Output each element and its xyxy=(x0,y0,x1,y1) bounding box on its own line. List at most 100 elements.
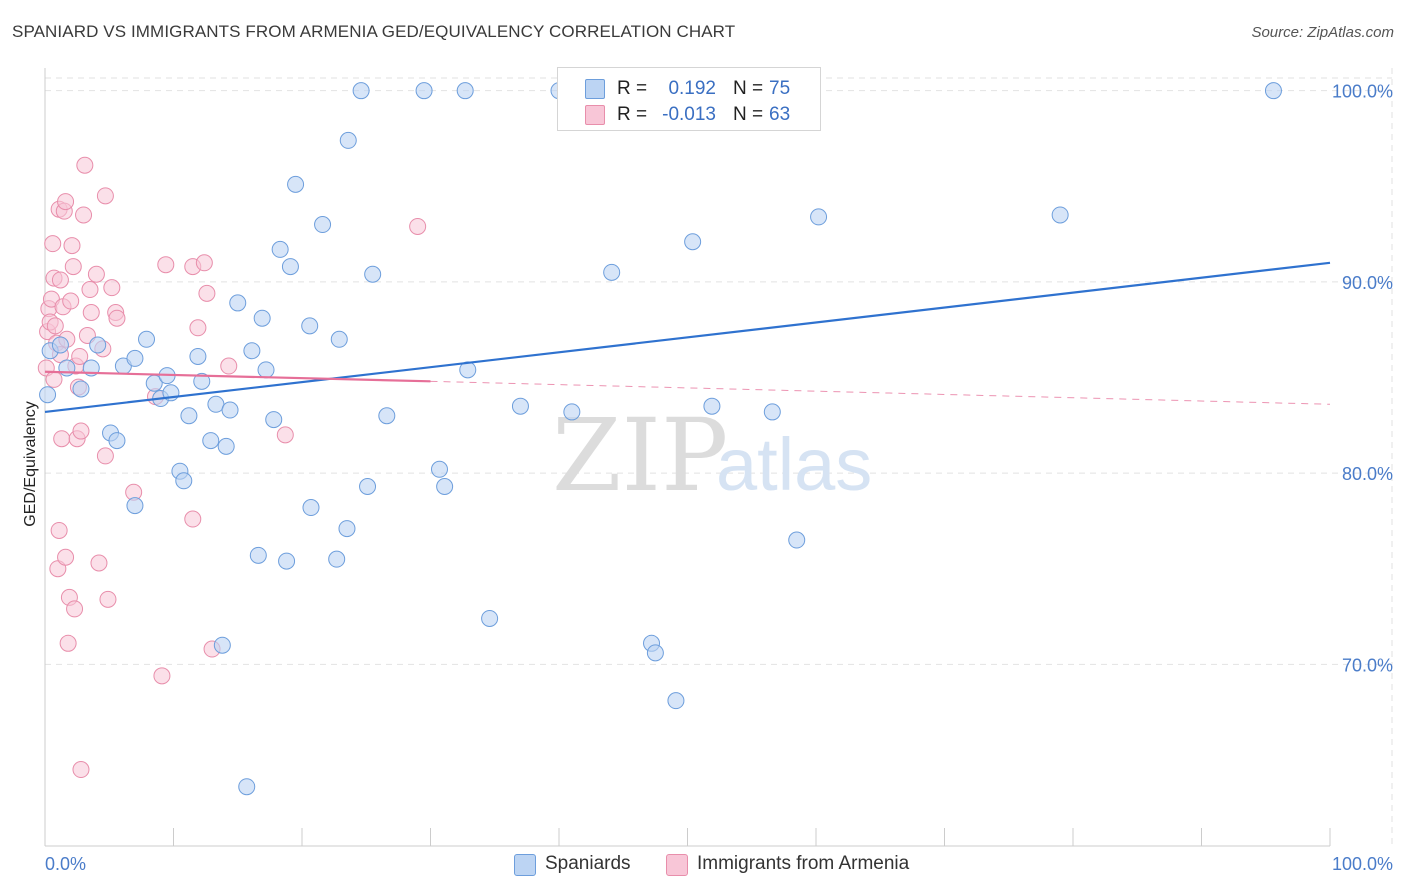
spaniard-point xyxy=(364,265,382,283)
spaniard-point xyxy=(39,386,57,404)
spaniard-point xyxy=(271,240,289,258)
legend-swatch-spaniards xyxy=(585,79,605,99)
spaniard-point xyxy=(180,407,198,425)
y-tick-label: 90.0% xyxy=(1342,273,1393,293)
legend-r-value: -0.013 xyxy=(662,104,716,125)
armenia-point xyxy=(82,303,100,321)
tick-labels: 70.0% 80.0% 90.0% 100.0% 0.0% 100.0% xyxy=(45,82,1393,874)
spaniard-point xyxy=(703,397,721,415)
y-tick-label: 100.0% xyxy=(1332,82,1393,102)
spaniard-point xyxy=(436,478,454,496)
armenia-point xyxy=(46,317,64,335)
armenia-point xyxy=(96,447,114,465)
armenia-point xyxy=(81,281,99,299)
spaniard-point xyxy=(278,552,296,570)
spaniard-point xyxy=(287,175,305,193)
spaniard-point xyxy=(249,546,267,564)
spaniard-point xyxy=(221,401,239,419)
spaniard-point xyxy=(511,397,529,415)
spaniard-point xyxy=(193,372,211,390)
spaniard-point xyxy=(352,82,370,100)
watermark-zip: ZIP xyxy=(552,397,728,514)
armenia-point xyxy=(57,548,75,566)
spaniard-point xyxy=(328,550,346,568)
spaniard-point xyxy=(359,478,377,496)
bottom-legend-swatch-armenia xyxy=(666,854,688,876)
armenia-point xyxy=(62,292,80,310)
spaniard-point xyxy=(415,82,433,100)
legend-r-value: 0.192 xyxy=(668,78,716,99)
spaniard-point xyxy=(253,309,271,327)
bottom-legend: Spaniards Immigrants from Armenia xyxy=(0,852,1406,878)
spaniard-point xyxy=(667,692,685,710)
spaniard-point xyxy=(229,294,247,312)
armenia-point xyxy=(51,271,69,289)
spaniard-point xyxy=(1264,82,1282,100)
armenia-point xyxy=(76,156,94,174)
armenia-point xyxy=(75,206,93,224)
armenia-point xyxy=(53,430,71,448)
y-tick-label: 80.0% xyxy=(1342,464,1393,484)
spaniard-point xyxy=(238,778,256,796)
spaniard-point xyxy=(189,347,207,365)
spaniard-point xyxy=(481,609,499,627)
armenia-point xyxy=(409,217,427,235)
watermark: ZIP atlas xyxy=(552,397,872,514)
legend-box: R = 0.192 N = 75 R = -0.013 N = 63 xyxy=(557,67,821,131)
spaniard-point xyxy=(126,497,144,515)
armenia-point xyxy=(276,426,294,444)
spaniard-point xyxy=(330,330,348,348)
spaniard-point xyxy=(646,644,664,662)
spaniard-point xyxy=(763,403,781,421)
spaniard-point xyxy=(603,263,621,281)
bottom-legend-label-spaniards: Spaniards xyxy=(545,853,631,874)
armenia-point xyxy=(57,193,75,211)
spaniard-point xyxy=(175,472,193,490)
spaniard-point xyxy=(563,403,581,421)
legend-n-label: N = xyxy=(733,78,764,99)
armenia-point xyxy=(45,370,63,388)
legend-row-armenia: R = -0.013 N = 63 xyxy=(558,102,820,128)
axes xyxy=(44,68,1331,847)
spaniard-point xyxy=(217,437,235,455)
x-tick-label: 100.0% xyxy=(1332,854,1393,874)
armenia-point xyxy=(153,667,171,685)
armenia-point xyxy=(195,254,213,272)
armenia-point xyxy=(72,422,90,440)
armenia-point xyxy=(64,258,82,276)
armenia-point xyxy=(90,554,108,572)
source-credit: Source: ZipAtlas.com xyxy=(1251,24,1394,41)
spaniard-point xyxy=(126,349,144,367)
armenia-point xyxy=(108,309,126,327)
spaniard-point xyxy=(788,531,806,549)
watermark-atlas: atlas xyxy=(716,423,872,506)
spaniard-point xyxy=(281,258,299,276)
spaniard-point xyxy=(89,336,107,354)
armenia-point xyxy=(99,590,117,608)
spaniard-point xyxy=(108,432,126,450)
armenia-points xyxy=(37,156,427,779)
armenia-point xyxy=(59,634,77,652)
armenia-point xyxy=(189,319,207,337)
y-axis-label: GED/Equivalency xyxy=(22,401,39,526)
armenia-trend-line xyxy=(44,370,431,383)
armenia-point xyxy=(220,357,238,375)
spaniard-point xyxy=(339,131,357,149)
spaniard-point xyxy=(243,342,261,360)
spaniard-point xyxy=(213,636,231,654)
armenia-point xyxy=(71,347,89,365)
spaniard-point xyxy=(51,336,69,354)
spaniard-point xyxy=(138,330,156,348)
spaniard-point xyxy=(202,432,220,450)
trend-lines xyxy=(44,261,1331,414)
spaniard-point xyxy=(301,317,319,335)
armenia-point xyxy=(72,761,90,779)
spaniard-point xyxy=(456,82,474,100)
armenia-point xyxy=(96,187,114,205)
bottom-legend-swatch-spaniards xyxy=(514,854,536,876)
spaniard-point xyxy=(378,407,396,425)
spaniard-point xyxy=(207,395,225,413)
legend-r-label: R = xyxy=(617,78,648,99)
spaniard-point xyxy=(72,380,90,398)
